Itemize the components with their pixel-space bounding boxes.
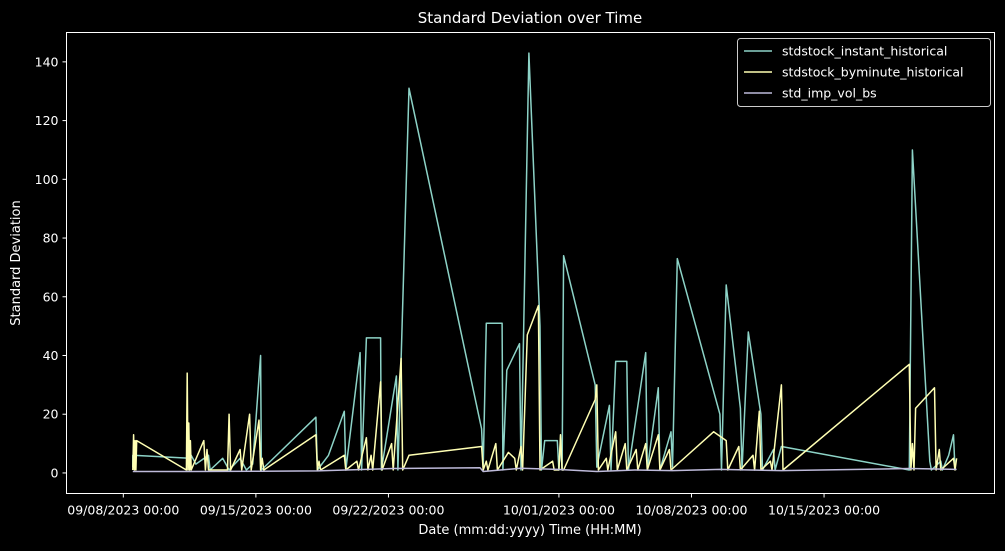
y-tick-label: 100 bbox=[35, 172, 59, 187]
chart-title: Standard Deviation over Time bbox=[418, 9, 642, 27]
y-tick-label: 60 bbox=[43, 289, 59, 304]
x-tick-label: 09/15/2023 00:00 bbox=[200, 503, 312, 518]
legend-label: stdstock_instant_historical bbox=[782, 44, 947, 59]
x-tick-label: 10/01/2023 00:00 bbox=[503, 503, 615, 518]
series-line-stdstock-instant-historical bbox=[132, 52, 956, 471]
x-tick-label: 09/22/2023 00:00 bbox=[332, 503, 444, 518]
y-tick-label: 40 bbox=[43, 348, 59, 363]
x-axis-label: Date (mm:dd:yyyy) Time (HH:MM) bbox=[418, 523, 641, 538]
y-axis-label: Standard Deviation bbox=[9, 200, 24, 325]
y-tick-label: 120 bbox=[35, 113, 59, 128]
x-tick-label: 10/15/2023 00:00 bbox=[768, 503, 880, 518]
x-tick-label: 10/08/2023 00:00 bbox=[635, 503, 747, 518]
x-axis: 09/08/2023 00:00 09/15/2023 00:00 09/22/20… bbox=[67, 493, 880, 518]
y-axis: 0 20 40 60 80 100 120 140 bbox=[35, 54, 67, 480]
y-tick-label: 140 bbox=[35, 54, 59, 69]
plot-area bbox=[132, 52, 958, 473]
legend: stdstock_instant_historical stdstock_bymi… bbox=[737, 38, 991, 107]
y-tick-label: 20 bbox=[43, 407, 59, 422]
legend-label: std_imp_vol_bs bbox=[782, 86, 877, 101]
x-tick-label: 09/08/2023 00:00 bbox=[67, 503, 179, 518]
series-line-std-imp-vol-bs bbox=[132, 466, 957, 473]
legend-label: stdstock_byminute_historical bbox=[782, 65, 964, 80]
y-tick-label: 80 bbox=[43, 231, 59, 246]
y-tick-label: 0 bbox=[51, 465, 59, 480]
legend-box bbox=[737, 38, 991, 107]
plot-frame bbox=[66, 32, 995, 494]
